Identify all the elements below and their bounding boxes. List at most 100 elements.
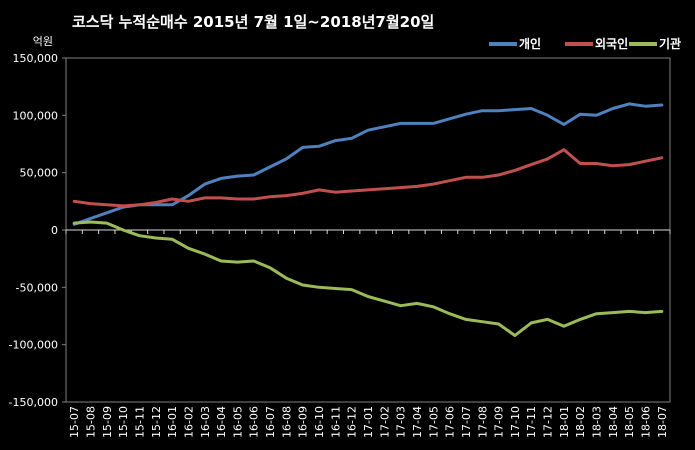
y-tick-label: 50,000 [20,167,59,180]
data-point [154,203,157,206]
data-point [563,123,565,126]
data-point [220,197,222,199]
data-point [367,129,369,132]
data-point [252,198,255,200]
y-axis-unit-label: 억원 [33,35,53,48]
x-tick-label: 18-05 [623,406,636,438]
data-point [579,162,582,165]
data-point [546,114,549,117]
data-point [383,126,386,128]
x-tick-label: 15-10 [117,406,130,438]
data-point [481,320,484,323]
x-tick-label: 16-09 [297,406,310,438]
x-tick-label: 17-03 [395,406,408,438]
data-point [481,109,484,112]
series-line-0 [72,102,664,226]
x-tick-label: 17-09 [493,406,506,438]
x-tick-label: 16-07 [264,406,277,438]
data-point [285,277,288,279]
x-tick-label: 16-11 [329,406,342,438]
x-tick-label: 17-01 [362,406,375,438]
data-point [220,260,222,262]
data-point [644,105,647,107]
data-point [350,190,353,192]
data-point [465,176,467,179]
x-tick-label: 16-02 [182,406,195,438]
data-point [269,267,271,269]
data-point [563,148,565,151]
data-point [252,174,255,176]
data-point [236,198,239,200]
data-point [514,169,516,172]
data-point [448,179,451,182]
data-point [432,306,435,308]
data-point [416,302,418,305]
x-tick-label: 15-09 [101,406,114,438]
data-point [203,183,206,185]
data-point [612,311,614,314]
data-point [171,203,173,206]
data-point [612,107,614,110]
data-point [318,189,320,191]
x-tick-label: 18-07 [656,406,669,438]
data-point [122,229,124,231]
y-tick-label: -50,000 [16,281,58,294]
data-point [563,325,565,328]
data-point [203,253,206,255]
y-tick-label: 150,000 [13,52,59,65]
data-point [106,222,108,224]
data-point [644,311,647,314]
data-point [497,174,500,176]
data-point [628,103,630,105]
data-point [367,295,369,298]
x-tick-label: 18-06 [640,406,653,438]
data-point [138,203,141,206]
data-point [514,334,516,337]
data-point [595,162,598,165]
data-point [285,158,288,160]
data-point [301,284,304,286]
data-point [220,177,222,180]
data-point [236,175,239,177]
data-point [350,288,353,291]
data-point [350,137,353,140]
x-axis: 15-07 15-08 15-09 15-10 15-11 15-12 16-01 16-02… [65,230,671,438]
legend: 개인 외국인 기관 [489,36,681,51]
data-point [269,195,271,198]
x-tick-label: 16-10 [313,406,326,438]
data-point [138,234,141,237]
data-point [465,113,467,115]
series-layer [72,102,664,337]
data-point [367,189,369,191]
data-point [154,237,157,239]
data-point [432,183,435,185]
x-tick-label: 18-01 [558,406,571,438]
x-tick-label: 15-08 [84,406,97,438]
data-point [318,145,320,148]
data-point [236,261,239,263]
series-line-1 [72,148,664,208]
data-point [122,205,124,207]
data-point [399,186,402,189]
x-tick-label: 16-03 [199,406,212,438]
data-point [644,160,647,162]
data-point [465,318,467,321]
data-point [661,310,663,313]
x-tick-label: 18-04 [607,406,620,438]
data-point [546,318,549,321]
data-point [187,200,190,203]
data-point [546,158,549,160]
data-point [252,260,255,262]
data-point [89,217,92,220]
data-point [171,198,173,200]
x-tick-label: 17-02 [378,406,391,438]
data-point [497,109,500,112]
data-point [448,312,451,315]
data-point [530,322,533,324]
series-line-2 [72,220,664,337]
data-point [154,201,157,204]
data-point [579,318,582,321]
data-point [628,310,630,313]
data-point [334,287,337,290]
